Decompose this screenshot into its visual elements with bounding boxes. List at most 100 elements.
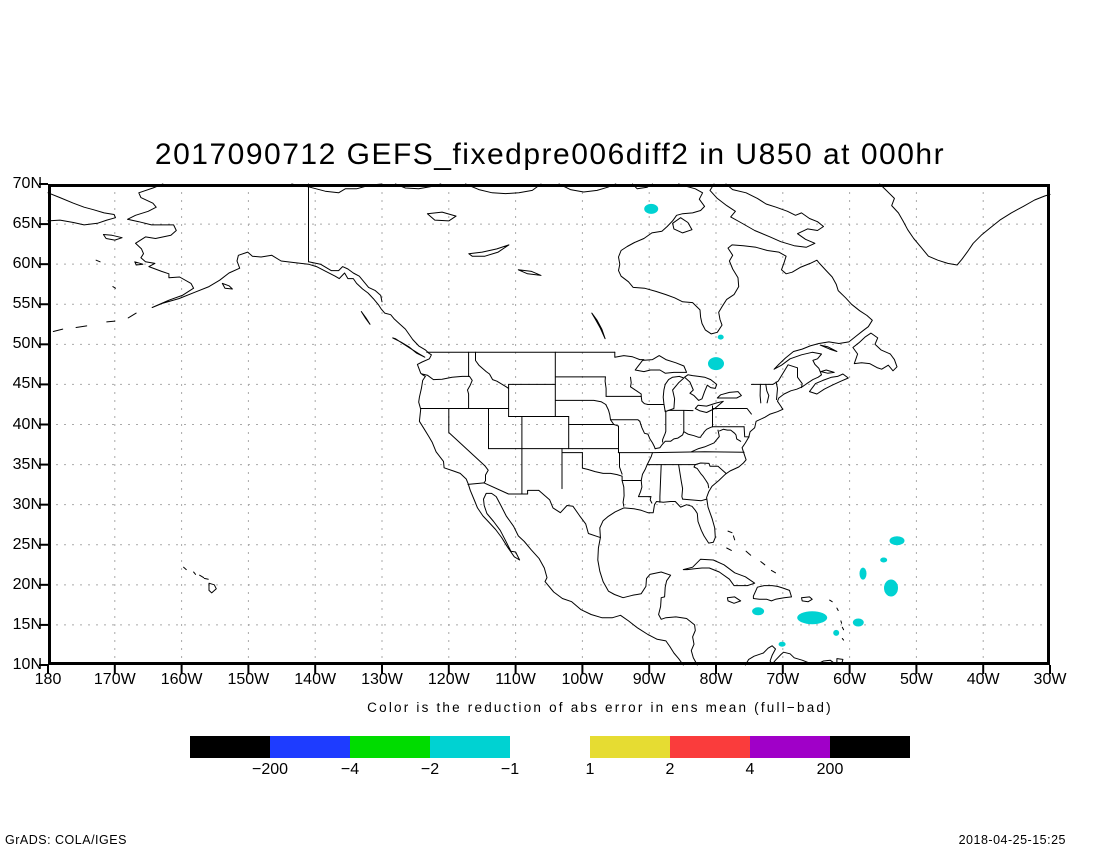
- coastline: [360, 311, 371, 325]
- plot-frame: [48, 184, 1050, 665]
- lat-tick-label: 25N: [12, 535, 42, 553]
- coastline: [183, 566, 187, 571]
- colorbar-label: 1: [585, 761, 595, 778]
- coastline: [752, 585, 792, 602]
- lon-tick-label: 90W: [632, 671, 666, 688]
- coastline: [820, 369, 835, 374]
- colorbar-segment: [270, 736, 350, 758]
- border: [712, 408, 752, 415]
- lat-tick-label: 55N: [12, 295, 42, 313]
- coastline: [468, 244, 510, 257]
- grads-attribution: GrADS: COLA/IGES: [5, 833, 127, 847]
- border: [483, 482, 529, 495]
- coastline: [208, 582, 217, 594]
- coastline: [221, 282, 233, 290]
- border: [448, 408, 486, 467]
- lat-tick-label: 65N: [12, 215, 42, 233]
- coastline: [829, 599, 833, 603]
- border: [467, 375, 473, 409]
- coastline: [127, 183, 684, 666]
- grid-layer: [48, 184, 1050, 665]
- lat-tick-label: 50N: [12, 335, 42, 353]
- colorbar-segment: [590, 736, 670, 758]
- border: [467, 482, 485, 485]
- coastline: [672, 217, 693, 234]
- lon-tick-label: 40W: [966, 671, 1000, 688]
- lon-tick-label: 120W: [427, 671, 470, 688]
- lat-tick-label: 40N: [12, 415, 42, 433]
- coastline: [727, 530, 733, 534]
- coastline: [95, 259, 101, 263]
- coastline: [760, 561, 766, 566]
- lon-tick-label: 180: [34, 671, 62, 688]
- colorbar-label: −1: [500, 761, 520, 778]
- border: [483, 465, 489, 484]
- coastline: [392, 337, 426, 358]
- shading-layer: [644, 203, 905, 647]
- border: [694, 462, 727, 474]
- colorbar-label: −200: [251, 761, 289, 778]
- coastline: [465, 183, 542, 195]
- border: [759, 383, 762, 404]
- shaded-region: [833, 629, 840, 636]
- lake: [662, 375, 685, 413]
- coastline: [591, 312, 606, 340]
- shaded-region: [884, 579, 898, 597]
- colorbar-bar: [590, 736, 910, 758]
- plot-title: 2017090712 GEFS_fixedpre006diff2 in U850…: [154, 138, 946, 171]
- coastline: [112, 286, 116, 289]
- coastline: [852, 332, 898, 372]
- border: [743, 426, 750, 438]
- tick-layer: [39, 183, 1051, 674]
- lon-tick-label: 170W: [93, 671, 136, 688]
- border: [527, 489, 540, 495]
- border: [649, 496, 653, 504]
- shaded-region: [880, 557, 888, 563]
- border: [630, 376, 642, 397]
- colorbar-segment: [670, 736, 750, 758]
- border: [678, 464, 684, 500]
- border: [475, 351, 510, 389]
- lat-tick-label: 20N: [12, 575, 42, 593]
- creation-timestamp: 2018-04-25-15:25: [958, 833, 1066, 847]
- border: [613, 424, 619, 454]
- coastline-layer: [47, 183, 1051, 666]
- colorbar-caption: Color is the reduction of abs error in e…: [367, 700, 833, 715]
- border: [690, 429, 720, 453]
- border: [308, 261, 383, 303]
- border: [719, 428, 742, 442]
- shaded-region: [889, 536, 905, 546]
- colorbar-label: −4: [340, 761, 360, 778]
- coastline: [47, 192, 116, 226]
- colorbar-label: −2: [420, 761, 440, 778]
- lon-tick-label: 70W: [766, 671, 800, 688]
- lake: [716, 391, 742, 399]
- lake: [684, 374, 718, 401]
- border: [604, 376, 607, 397]
- lake: [694, 400, 724, 413]
- coastline: [199, 574, 205, 579]
- shaded-region: [797, 611, 828, 625]
- border: [421, 373, 470, 381]
- colorbar-label: 200: [816, 761, 844, 778]
- colorbar-bar: [190, 736, 510, 758]
- border: [652, 451, 745, 454]
- shaded-region: [778, 641, 786, 647]
- colorbar-label: 4: [745, 761, 755, 778]
- coastline: [102, 234, 123, 241]
- border: [682, 498, 708, 502]
- border: [621, 475, 625, 507]
- lon-tick-label: 110W: [495, 671, 536, 688]
- border: [693, 464, 710, 489]
- border: [640, 395, 649, 405]
- border: [654, 418, 713, 450]
- border: [605, 404, 615, 425]
- colorbar-label: 2: [665, 761, 675, 778]
- shaded-region: [708, 357, 724, 371]
- border: [772, 364, 803, 389]
- coastline: [426, 211, 457, 222]
- coastline: [597, 183, 873, 666]
- coastline: [106, 320, 116, 323]
- coastline: [52, 328, 64, 332]
